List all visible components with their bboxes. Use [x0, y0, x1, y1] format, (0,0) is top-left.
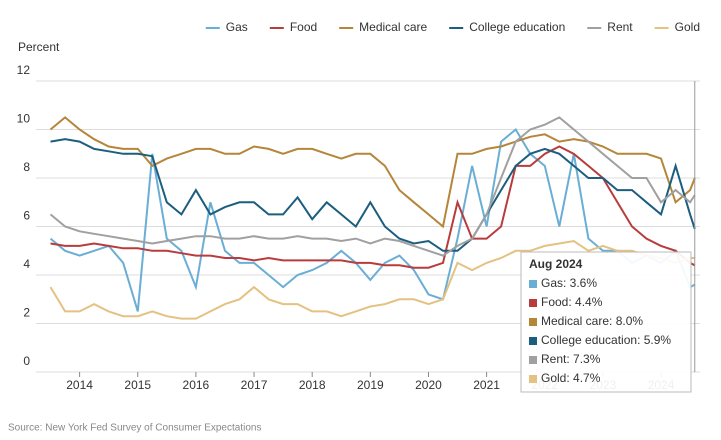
x-tick-label: 2020 [415, 378, 442, 392]
legend: Gas Food Medical care College education Rent… [205, 20, 700, 34]
legend-label: Food [290, 20, 317, 34]
source: Source: New York Fed Survey of Consumer … [8, 423, 261, 434]
y-tick-label: 6 [23, 209, 30, 223]
x-tick-label: 2014 [66, 378, 93, 392]
tooltip-box [520, 251, 692, 393]
tooltip-item: Medical care: 8.0% [541, 314, 643, 328]
x-tick-label: 2019 [357, 378, 384, 392]
tooltip-swatch [529, 375, 537, 383]
y-tick-label: 4 [23, 257, 30, 271]
y-tick-label: 12 [17, 63, 31, 77]
tooltip-swatch [529, 337, 537, 345]
y-tick-label: 10 [17, 112, 31, 126]
legend-item[interactable]: Rent [587, 20, 633, 34]
y-tick-label: 2 [23, 306, 30, 320]
x-tick-label: 2021 [473, 378, 500, 392]
legend-label: Rent [607, 20, 633, 34]
series-line [49, 116, 696, 229]
tooltip-item: Rent: 7.3% [541, 352, 601, 366]
legend-item[interactable]: College education [449, 20, 565, 34]
series-line [49, 127, 696, 312]
y-axis-label: Percent [18, 40, 60, 54]
legend-item[interactable]: Gold [654, 20, 700, 34]
tooltip-swatch [529, 318, 537, 326]
y-tick-label: 0 [23, 354, 30, 368]
tooltip-item: Gas: 3.6% [541, 276, 597, 290]
legend-item[interactable]: Medical care [339, 20, 428, 34]
legend-item[interactable]: Food [269, 20, 317, 34]
y-tick-label: 8 [23, 160, 30, 174]
x-tick-label: 2018 [299, 378, 326, 392]
tooltip-item: College education: 5.9% [541, 333, 671, 347]
series-line [49, 116, 696, 257]
x-tick-label: 2016 [183, 378, 210, 392]
legend-label: College education [469, 20, 565, 34]
tooltip-swatch [529, 356, 537, 364]
tooltip-item: Gold: 4.7% [541, 371, 601, 385]
series-line [50, 145, 696, 269]
legend-item[interactable]: Gas [205, 20, 248, 34]
series-line [49, 239, 695, 320]
tooltip: Aug 2024 Gas: 3.6% Food: 4.4% Medical care:… [520, 251, 692, 393]
legend-label: Gas [226, 20, 248, 34]
tooltip-swatch [529, 280, 537, 288]
legend-label: Gold [675, 20, 700, 34]
legend-label: Medical care [359, 20, 427, 34]
tooltip-swatch [529, 299, 537, 307]
tooltip-title: Aug 2024 [529, 257, 583, 271]
series-line [50, 138, 696, 252]
x-tick-label: 2015 [124, 378, 151, 392]
tooltip-item: Food: 4.4% [541, 295, 603, 309]
x-tick-label: 2017 [241, 378, 268, 392]
